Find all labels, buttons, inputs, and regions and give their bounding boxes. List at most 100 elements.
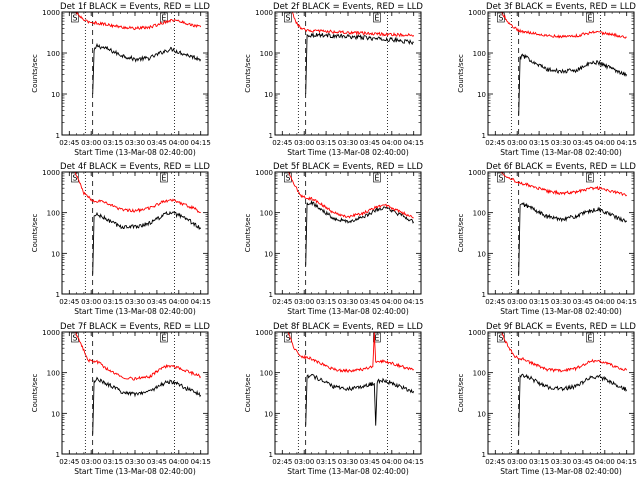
x-tick-label: 03:15 xyxy=(316,458,336,466)
y-tick-label: 1 xyxy=(56,132,60,140)
y-tick-label: 1000 xyxy=(42,9,60,17)
lld-series-line xyxy=(500,171,628,197)
x-tick-label: 02:45 xyxy=(272,458,292,466)
x-tick-label: 03:15 xyxy=(316,298,336,306)
x-tick-label: 02:45 xyxy=(272,139,292,147)
y-tick-label: 1000 xyxy=(255,9,273,17)
x-tick-label: 03:30 xyxy=(125,139,145,147)
y-tick-label: 1 xyxy=(269,291,273,299)
marker-box-e xyxy=(373,12,381,23)
marker-label-s: S xyxy=(72,14,77,23)
y-axis-label: Counts/sec xyxy=(31,374,39,413)
y-tick-label: 100 xyxy=(260,50,273,58)
chart-panel-7: Det 7f BLACK = Events, RED = LLD Counts/s… xyxy=(31,322,211,476)
y-tick-label: 100 xyxy=(47,50,60,58)
chart-panel-6: Det 6f BLACK = Events, RED = LLD Counts/s… xyxy=(457,162,637,316)
events-series-line xyxy=(92,210,202,275)
chart-title: Det 1f BLACK = Events, RED = LLD xyxy=(60,2,210,12)
y-tick-label: 10 xyxy=(264,91,273,99)
marker-label-e: E xyxy=(161,174,166,183)
y-tick-label: 10 xyxy=(264,410,273,418)
chart-panel-8: Det 8f BLACK = Events, RED = LLD Counts/s… xyxy=(244,322,424,476)
y-axis-label: Counts/sec xyxy=(457,214,465,253)
y-axis-label: Counts/sec xyxy=(244,214,252,253)
marker-box-s xyxy=(71,172,79,183)
lld-series-line xyxy=(287,171,414,219)
y-tick-label: 1000 xyxy=(42,329,60,337)
plot-frame xyxy=(61,11,209,136)
y-axis-label: Counts/sec xyxy=(457,374,465,413)
marker-label-s: S xyxy=(285,14,290,23)
chart-panel-5: Det 5f BLACK = Events, RED = LLD Counts/s… xyxy=(244,162,424,316)
marker-box-s xyxy=(497,12,505,23)
x-tick-label: 03:00 xyxy=(507,458,527,466)
x-tick-label: 03:00 xyxy=(81,298,101,306)
events-series-line xyxy=(92,42,202,95)
x-tick-label: 02:45 xyxy=(59,458,79,466)
x-axis-label: Start Time (13-Mar-08 02:40:00) xyxy=(74,467,196,476)
x-tick-label: 04:15 xyxy=(617,458,637,466)
x-tick-label: 03:45 xyxy=(147,458,167,466)
x-tick-label: 03:45 xyxy=(147,139,167,147)
marker-box-e xyxy=(373,332,381,343)
x-tick-label: 02:45 xyxy=(59,298,79,306)
marker-box-s xyxy=(497,332,505,343)
chart-panel-4: Det 4f BLACK = Events, RED = LLD Counts/s… xyxy=(31,162,211,316)
marker-box-s xyxy=(71,12,79,23)
lld-series-line xyxy=(500,11,627,39)
y-axis-label: Counts/sec xyxy=(457,54,465,93)
x-tick-label: 03:45 xyxy=(360,458,380,466)
lld-series-line xyxy=(287,331,414,374)
marker-box-s xyxy=(497,172,505,183)
events-series-line xyxy=(305,199,415,266)
x-tick-label: 04:00 xyxy=(169,298,189,306)
x-tick-label: 03:45 xyxy=(573,458,593,466)
x-tick-label: 03:00 xyxy=(81,458,101,466)
x-tick-label: 04:00 xyxy=(595,298,615,306)
x-axis-label: Start Time (13-Mar-08 02:40:00) xyxy=(500,307,622,316)
x-tick-label: 03:30 xyxy=(338,298,358,306)
x-tick-label: 03:30 xyxy=(551,298,571,306)
x-tick-label: 04:00 xyxy=(169,139,189,147)
x-tick-label: 04:00 xyxy=(382,139,402,147)
marker-box-e xyxy=(160,332,168,343)
x-tick-label: 03:45 xyxy=(573,298,593,306)
events-series-line xyxy=(518,201,628,275)
x-tick-label: 04:00 xyxy=(382,298,402,306)
marker-box-e xyxy=(586,12,594,23)
chart-panel-1: Det 1f BLACK = Events, RED = LLD Counts/s… xyxy=(31,2,211,157)
x-axis-label: Start Time (13-Mar-08 02:40:00) xyxy=(287,467,409,476)
x-tick-label: 04:15 xyxy=(617,298,637,306)
x-tick-label: 03:00 xyxy=(507,298,527,306)
y-tick-label: 100 xyxy=(473,210,486,218)
marker-label-e: E xyxy=(587,334,592,343)
y-tick-label: 1 xyxy=(269,451,273,459)
y-tick-label: 100 xyxy=(47,370,60,378)
marker-label-s: S xyxy=(72,334,77,343)
x-tick-label: 03:45 xyxy=(360,298,380,306)
x-tick-label: 03:15 xyxy=(316,139,336,147)
plot-frame xyxy=(274,11,422,136)
plot-frame xyxy=(61,171,209,295)
x-tick-label: 04:15 xyxy=(404,298,424,306)
x-tick-label: 03:30 xyxy=(338,139,358,147)
y-tick-label: 100 xyxy=(473,50,486,58)
marker-box-s xyxy=(284,12,292,23)
x-tick-label: 04:00 xyxy=(595,139,615,147)
x-tick-label: 03:15 xyxy=(529,458,549,466)
marker-label-e: E xyxy=(374,14,379,23)
chart-panel-3: Det 3f BLACK = Events, RED = LLD Counts/s… xyxy=(457,2,637,157)
marker-label-s: S xyxy=(72,174,77,183)
chart-title: Det 2f BLACK = Events, RED = LLD xyxy=(273,2,423,12)
y-tick-label: 1 xyxy=(482,132,486,140)
marker-box-e xyxy=(373,172,381,183)
y-tick-label: 10 xyxy=(477,91,486,99)
lld-series-line xyxy=(74,331,202,381)
y-tick-label: 10 xyxy=(51,410,60,418)
events-series-line xyxy=(518,53,628,116)
y-tick-label: 1000 xyxy=(468,169,486,177)
y-tick-label: 1 xyxy=(56,291,60,299)
chart-title: Det 3f BLACK = Events, RED = LLD xyxy=(486,2,636,12)
chart-title: Det 5f BLACK = Events, RED = LLD xyxy=(273,162,423,172)
chart-panel-2: Det 2f BLACK = Events, RED = LLD Counts/s… xyxy=(244,2,424,157)
